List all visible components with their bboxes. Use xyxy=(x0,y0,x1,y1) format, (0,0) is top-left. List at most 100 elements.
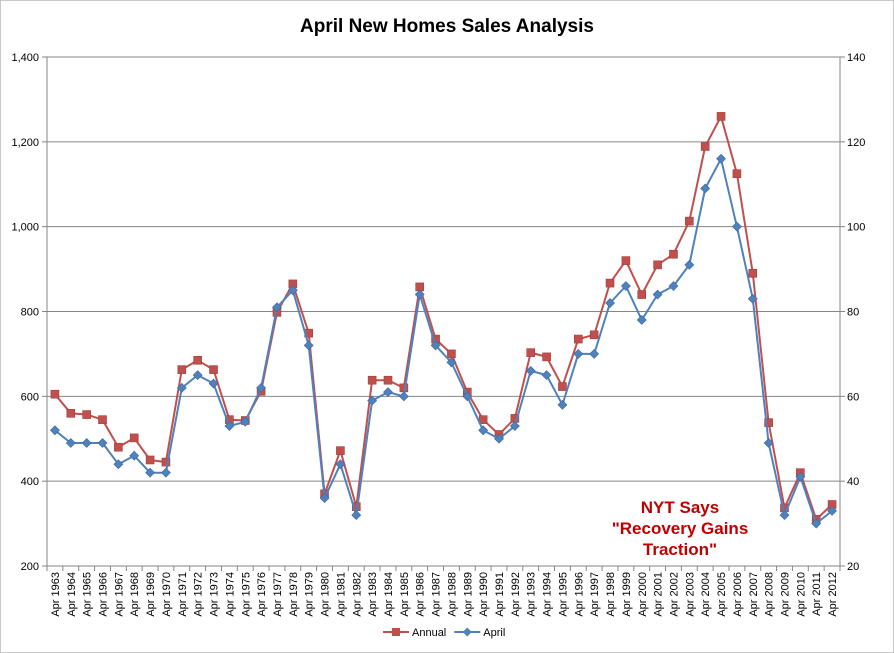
y-left-tick-label: 1,200 xyxy=(11,137,39,149)
x-tick-label: Apr 1993 xyxy=(526,572,538,617)
data-point-annual xyxy=(669,249,678,259)
data-point-april xyxy=(620,281,631,291)
data-point-annual xyxy=(716,112,726,121)
data-point-april xyxy=(684,259,695,270)
data-point-april xyxy=(795,472,806,482)
y-right-tick-label: 100 xyxy=(847,222,865,234)
data-point-april xyxy=(97,438,108,448)
y-left-tick-label: 400 xyxy=(21,476,39,488)
data-point-april xyxy=(240,416,251,427)
data-point-april xyxy=(129,450,140,461)
data-point-april xyxy=(731,221,742,232)
x-tick-label: Apr 2007 xyxy=(748,572,760,617)
data-point-april xyxy=(747,293,758,304)
y-left-tick-label: 1,400 xyxy=(11,52,39,64)
data-point-april xyxy=(827,505,837,516)
data-point-annual xyxy=(748,269,758,278)
data-point-april xyxy=(335,459,346,470)
data-point-annual xyxy=(161,457,171,467)
y-right-tick-label: 120 xyxy=(847,137,865,149)
data-point-annual xyxy=(589,330,599,340)
data-point-annual xyxy=(82,410,91,419)
data-point-annual xyxy=(637,290,647,299)
data-point-april xyxy=(446,357,457,368)
data-point-annual xyxy=(542,352,551,362)
y-left-tick-label: 1,000 xyxy=(11,222,39,234)
data-point-april xyxy=(494,433,504,444)
x-tick-label: Apr 2010 xyxy=(795,572,807,617)
data-point-april xyxy=(811,518,822,529)
x-tick-label: Apr 1976 xyxy=(256,572,268,617)
y-right-tick-label: 60 xyxy=(847,391,859,403)
x-tick-label: Apr 2001 xyxy=(653,572,665,617)
y-left-tick-label: 800 xyxy=(21,307,39,319)
data-point-april xyxy=(383,387,393,398)
data-point-annual xyxy=(98,415,107,424)
y-right-tick-label: 40 xyxy=(847,476,859,488)
data-point-april xyxy=(414,289,425,300)
data-point-annual xyxy=(129,433,139,443)
data-point-annual xyxy=(145,455,155,465)
legend-marker-annual xyxy=(392,628,400,636)
x-tick-label: Apr 1998 xyxy=(605,572,617,617)
data-point-april xyxy=(319,493,330,504)
data-point-april xyxy=(652,289,663,300)
data-point-annual xyxy=(574,334,583,344)
data-point-annual xyxy=(50,389,60,399)
data-point-april xyxy=(430,340,441,351)
x-tick-label: Apr 1973 xyxy=(209,572,221,617)
x-tick-label: Apr 1986 xyxy=(415,572,427,617)
data-point-annual xyxy=(447,349,456,359)
x-tick-label: Apr 2011 xyxy=(811,572,823,616)
data-point-april xyxy=(81,438,92,448)
annotation-line-1: NYT Says xyxy=(640,498,720,517)
y-left-tick-label: 200 xyxy=(21,561,39,573)
data-point-annual xyxy=(685,216,694,226)
data-point-april xyxy=(462,391,473,402)
x-tick-label: Apr 1977 xyxy=(272,572,284,617)
data-point-annual xyxy=(621,256,631,265)
data-point-april xyxy=(161,467,171,478)
data-point-april xyxy=(113,459,124,470)
data-point-april xyxy=(224,421,235,431)
data-point-april xyxy=(192,370,203,381)
data-point-annual xyxy=(764,418,773,427)
data-point-april xyxy=(716,153,726,164)
x-tick-label: Apr 1974 xyxy=(224,572,236,617)
x-tick-label: Apr 1984 xyxy=(383,572,395,617)
x-tick-label: Apr 1967 xyxy=(113,572,125,617)
data-point-april xyxy=(398,391,409,402)
data-point-annual xyxy=(732,169,742,178)
data-point-annual xyxy=(700,142,710,151)
data-point-april xyxy=(636,315,647,325)
x-tick-label: Apr 1991 xyxy=(494,572,506,617)
data-point-april xyxy=(668,281,679,291)
data-point-april xyxy=(557,399,568,410)
axes: 200 400 600 800 1,000 1,200 1,400 20 40 60 80 100 12… xyxy=(11,52,865,617)
data-point-april xyxy=(65,438,76,448)
x-tick-label: Apr 1983 xyxy=(367,572,379,617)
data-point-april xyxy=(351,510,362,521)
data-point-april xyxy=(509,421,520,431)
x-tick-label: Apr 1981 xyxy=(335,572,347,617)
x-tick-label: Apr 1987 xyxy=(431,572,443,617)
x-tick-label: Apr 1971 xyxy=(177,572,189,617)
x-tick-label: Apr 1989 xyxy=(462,572,474,617)
series-line-april xyxy=(54,157,833,525)
x-tick-label: Apr 1966 xyxy=(98,572,110,617)
data-point-april xyxy=(700,183,711,194)
data-point-april xyxy=(367,395,378,406)
x-tick-label: Apr 2003 xyxy=(684,572,696,617)
x-tick-label: Apr 1968 xyxy=(129,572,141,617)
chart-annotation: NYT Says "Recovery Gains Traction" xyxy=(580,497,780,560)
data-point-april xyxy=(256,382,267,393)
data-point-april xyxy=(272,302,282,313)
data-point-april xyxy=(145,467,156,478)
data-point-april xyxy=(176,382,187,393)
data-point-april xyxy=(573,348,584,359)
x-tick-label: Apr 1975 xyxy=(240,572,252,617)
data-point-annual xyxy=(114,442,123,452)
x-tick-label: Apr 1972 xyxy=(193,572,205,617)
